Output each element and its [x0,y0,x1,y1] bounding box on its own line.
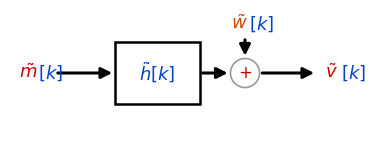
Text: $+$: $+$ [238,64,252,82]
Text: $\tilde{h}[k]$: $\tilde{h}[k]$ [139,61,175,85]
Text: $\tilde{w}$: $\tilde{w}$ [231,15,247,33]
Text: $[k]$: $[k]$ [38,63,63,83]
Circle shape [230,59,260,87]
Text: $[k]$: $[k]$ [341,63,366,83]
Text: $\tilde{m}$: $\tilde{m}$ [19,64,37,82]
Text: $\tilde{v}$: $\tilde{v}$ [324,64,338,82]
FancyBboxPatch shape [115,42,200,104]
Text: $[k]$: $[k]$ [248,14,273,34]
